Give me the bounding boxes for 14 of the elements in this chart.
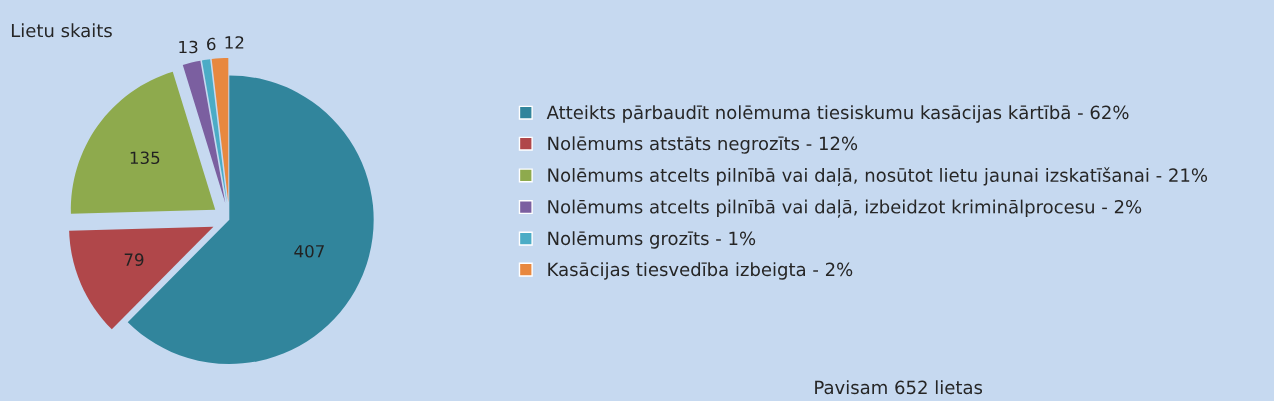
data-label: 407: [294, 244, 324, 258]
legend-label: Atteikts pārbaudīt nolēmuma tiesiskumu kasācijas kārtībā - 62%: [546, 105, 1129, 123]
legend-label: Kasācijas tiesvedība izbeigta - 2%: [548, 262, 853, 280]
legend-label: Nolēmums atcelts pilnībā vai daļā, izbeidzot kriminālprocesu - 2%: [548, 199, 1142, 218]
data-label: 135: [130, 151, 160, 165]
data-label: 12: [225, 36, 244, 49]
legend-label: Nolēmums grozīts - 1%: [548, 231, 756, 249]
chart-title: Lietu skaits: [11, 23, 112, 38]
data-label: 6: [207, 37, 216, 51]
legend-label: Nolēmums atstāts negrozīts - 12%: [548, 136, 858, 154]
text: Pavisam 652 lietas: [815, 380, 983, 395]
data-label: 13: [179, 40, 198, 54]
data-label: 79: [124, 253, 144, 266]
legend-label: Nolēmums atcelts pilnībā vai daļā, nosūtot lietu jaunai izskatīšanai - 21%: [548, 167, 1208, 187]
